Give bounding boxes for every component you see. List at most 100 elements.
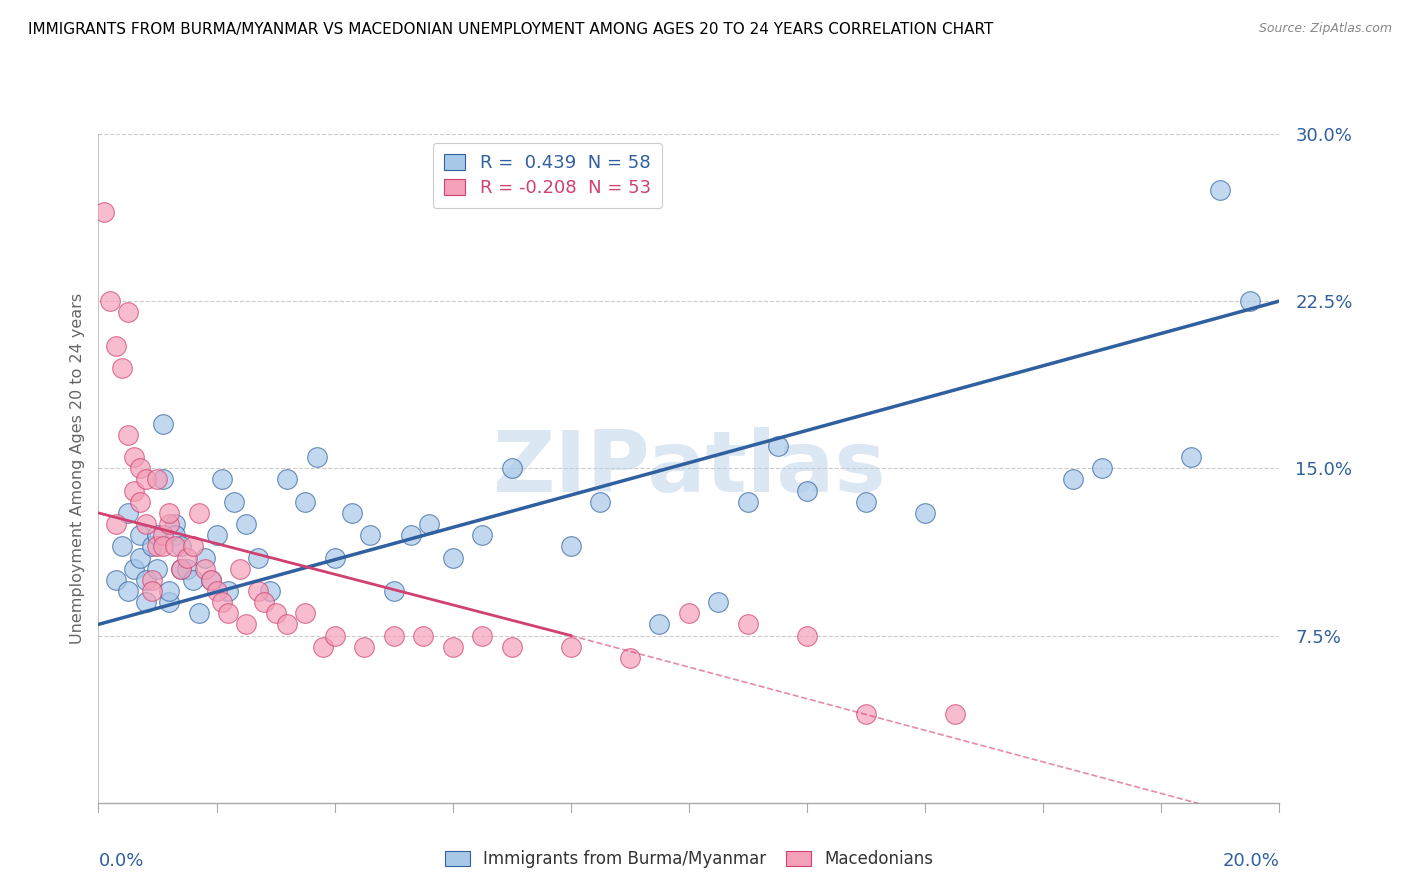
Text: Source: ZipAtlas.com: Source: ZipAtlas.com: [1258, 22, 1392, 36]
Point: [323, 550, 346, 565]
Point: [235, 617, 257, 632]
Point: [122, 562, 145, 576]
Point: [253, 595, 276, 609]
Point: [276, 617, 298, 632]
Point: [401, 528, 423, 542]
Point: [128, 528, 150, 542]
Point: [1209, 183, 1232, 197]
Point: [98, 294, 121, 309]
Point: [359, 528, 381, 542]
Point: [648, 617, 671, 632]
Point: [146, 539, 169, 553]
Point: [146, 528, 169, 542]
Point: [141, 573, 163, 587]
Point: [560, 539, 582, 553]
Point: [246, 550, 269, 565]
Point: [855, 706, 877, 721]
Point: [471, 528, 494, 542]
Point: [211, 473, 233, 487]
Point: [181, 573, 204, 587]
Point: [122, 483, 145, 498]
Point: [135, 573, 157, 587]
Point: [135, 517, 157, 532]
Point: [412, 628, 434, 642]
Point: [128, 461, 150, 475]
Point: [128, 494, 150, 508]
Point: [501, 640, 523, 654]
Point: [157, 517, 180, 532]
Point: [264, 607, 287, 621]
Point: [501, 461, 523, 475]
Point: [224, 494, 246, 508]
Point: [105, 339, 128, 353]
Point: [187, 607, 209, 621]
Point: [111, 361, 134, 376]
Point: [418, 517, 440, 532]
Point: [165, 517, 187, 532]
Point: [589, 494, 612, 508]
Point: [105, 517, 128, 532]
Point: [152, 473, 174, 487]
Text: IMMIGRANTS FROM BURMA/MYANMAR VS MACEDONIAN UNEMPLOYMENT AMONG AGES 20 TO 24 YEA: IMMIGRANTS FROM BURMA/MYANMAR VS MACEDON…: [28, 22, 994, 37]
Point: [441, 640, 464, 654]
Point: [152, 417, 174, 431]
Point: [157, 595, 180, 609]
Point: [1239, 294, 1261, 309]
Point: [914, 506, 936, 520]
Point: [122, 450, 145, 465]
Point: [111, 539, 134, 553]
Point: [382, 584, 405, 599]
Point: [259, 584, 281, 599]
Point: [217, 607, 239, 621]
Point: [146, 562, 169, 576]
Point: [471, 628, 494, 642]
Point: [194, 562, 217, 576]
Point: [117, 428, 139, 442]
Point: [117, 506, 139, 520]
Point: [796, 483, 818, 498]
Point: [205, 584, 228, 599]
Point: [117, 305, 139, 319]
Legend: Immigrants from Burma/Myanmar, Macedonians: Immigrants from Burma/Myanmar, Macedonia…: [437, 844, 941, 875]
Point: [619, 651, 641, 665]
Point: [165, 528, 187, 542]
Point: [135, 595, 157, 609]
Point: [152, 528, 174, 542]
Point: [305, 450, 328, 465]
Point: [217, 584, 239, 599]
Text: 0.0%: 0.0%: [98, 852, 143, 870]
Point: [943, 706, 966, 721]
Point: [176, 550, 198, 565]
Point: [141, 584, 163, 599]
Point: [93, 205, 115, 219]
Point: [276, 473, 298, 487]
Point: [353, 640, 375, 654]
Point: [170, 539, 193, 553]
Point: [737, 617, 759, 632]
Point: [855, 494, 877, 508]
Point: [187, 506, 209, 520]
Point: [170, 562, 193, 576]
Point: [211, 595, 233, 609]
Point: [441, 550, 464, 565]
Point: [246, 584, 269, 599]
Point: [141, 539, 163, 553]
Point: [382, 628, 405, 642]
Point: [294, 494, 316, 508]
Text: 20.0%: 20.0%: [1223, 852, 1279, 870]
Point: [707, 595, 730, 609]
Point: [1062, 473, 1084, 487]
Point: [194, 550, 217, 565]
Point: [117, 584, 139, 599]
Point: [165, 539, 187, 553]
Point: [170, 562, 193, 576]
Point: [796, 628, 818, 642]
Point: [181, 539, 204, 553]
Point: [229, 562, 252, 576]
Point: [152, 539, 174, 553]
Y-axis label: Unemployment Among Ages 20 to 24 years: Unemployment Among Ages 20 to 24 years: [69, 293, 84, 644]
Point: [146, 473, 169, 487]
Point: [200, 573, 222, 587]
Point: [235, 517, 257, 532]
Point: [176, 562, 198, 576]
